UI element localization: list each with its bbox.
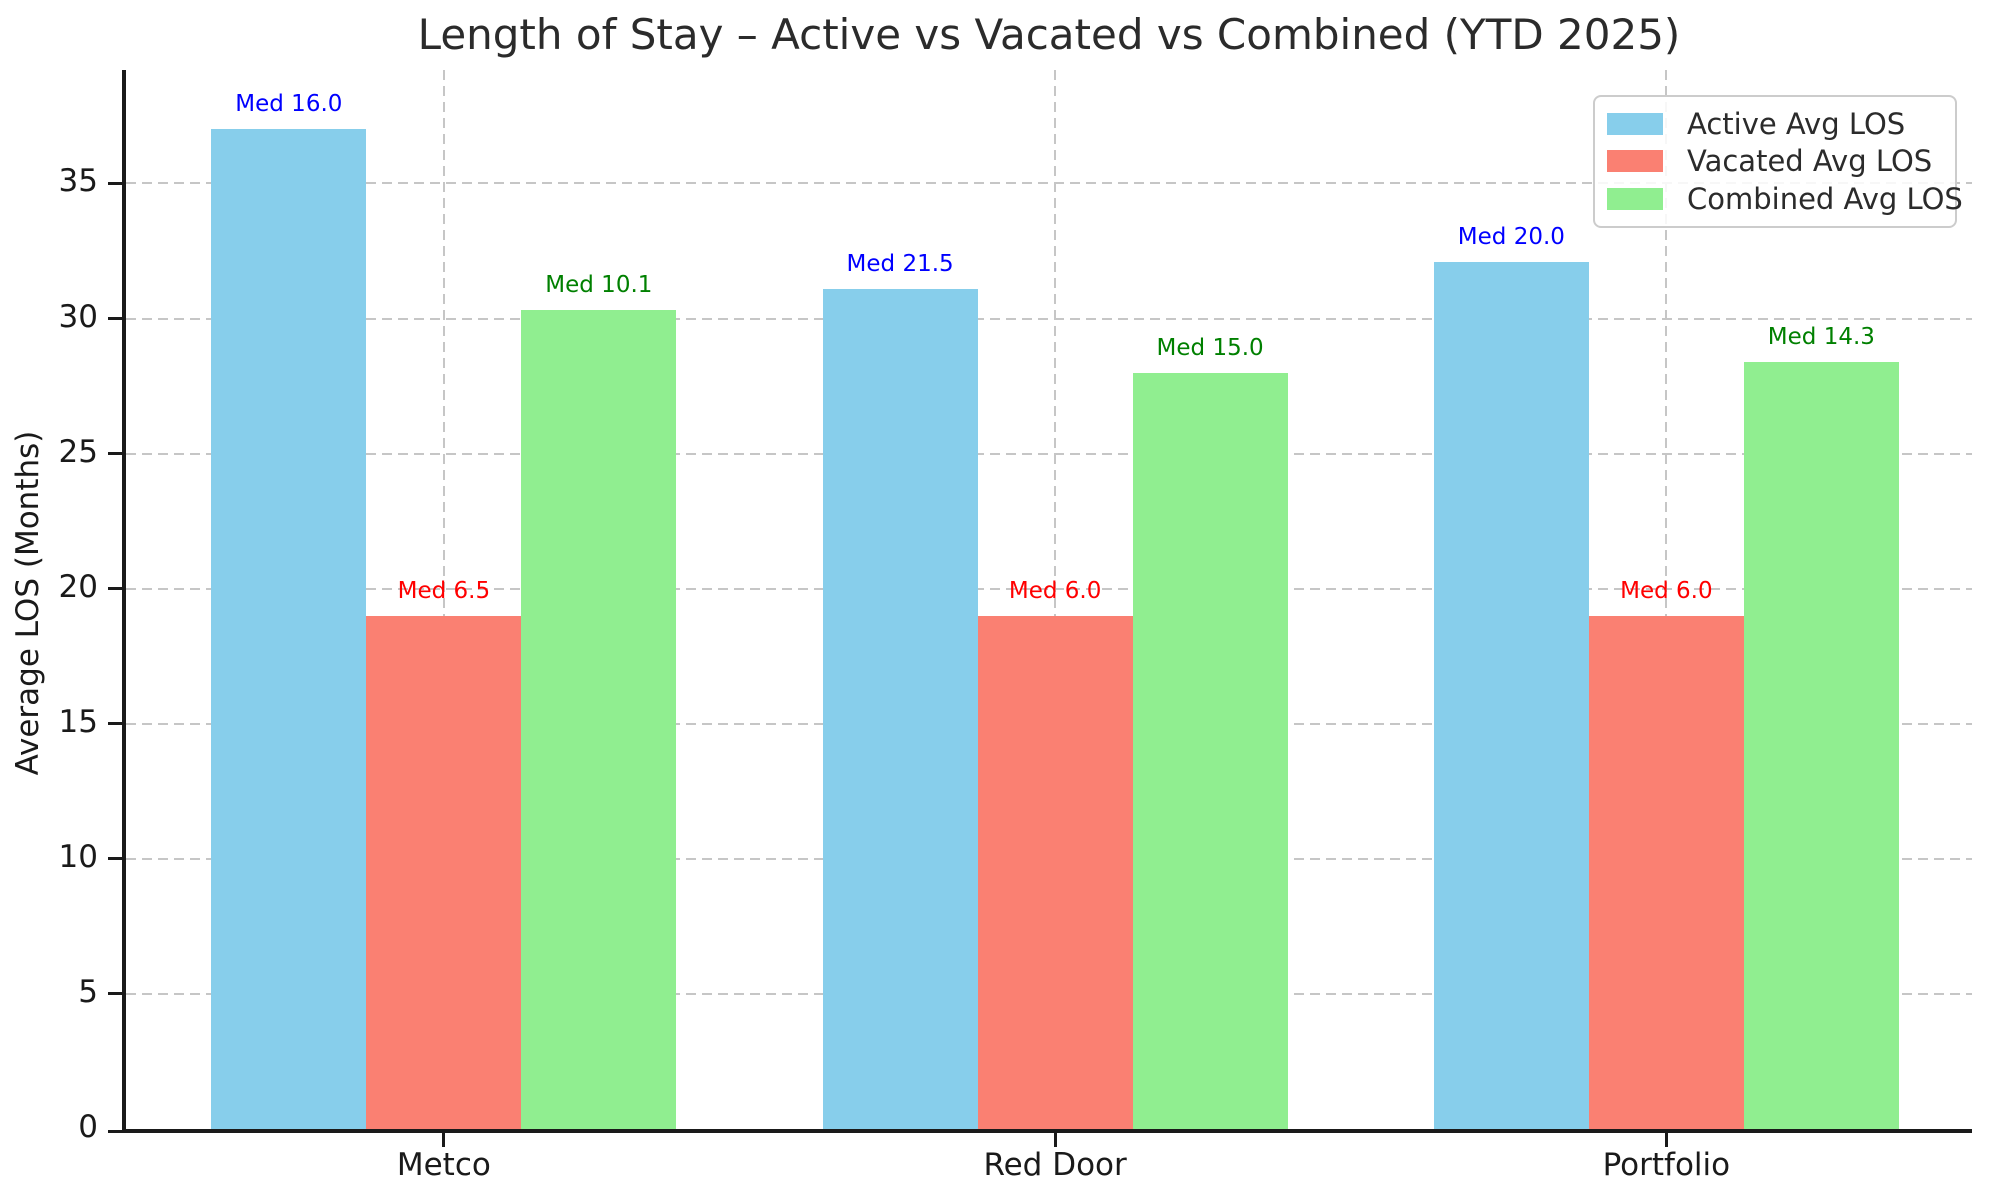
y-tick-25 [108, 452, 122, 456]
y-tick-0 [108, 1129, 122, 1133]
y-tick-label-10: 10 [58, 838, 98, 875]
annotation-active-avg-los-red-door: Med 21.5 [846, 250, 954, 277]
y-tick-label-25: 25 [58, 433, 98, 470]
bar-combined-avg-los-portfolio [1743, 361, 1899, 1129]
bar-vacated-avg-los-portfolio [1588, 615, 1744, 1129]
gridline-x-portfolio [1665, 70, 1668, 1129]
y-tick-15 [108, 722, 122, 726]
gridline-y-20 [126, 587, 1972, 590]
gridline-x-metco [442, 70, 445, 1129]
x-tick-portfolio [1664, 1133, 1668, 1147]
annotation-combined-avg-los-red-door: Med 15.0 [1156, 334, 1264, 361]
x-tick-label-red-door: Red Door [983, 1147, 1127, 1183]
annotation-combined-avg-los-portfolio: Med 14.3 [1767, 323, 1875, 350]
annotation-vacated-avg-los-portfolio: Med 6.0 [1620, 577, 1713, 604]
bar-vacated-avg-los-metco [366, 615, 522, 1129]
y-tick-label-5: 5 [78, 973, 98, 1010]
annotation-active-avg-los-portfolio: Med 20.0 [1457, 223, 1565, 250]
legend-row-active-avg-los: Active Avg LOS [1607, 107, 1943, 141]
gridline-x-red-door [1054, 70, 1057, 1129]
bar-combined-avg-los-red-door [1132, 372, 1288, 1129]
legend-row-combined-avg-los: Combined Avg LOS [1607, 182, 1963, 216]
y-axis-spine [122, 70, 126, 1133]
y-tick-label-0: 0 [78, 1109, 98, 1145]
y-tick-label-20: 20 [58, 568, 98, 605]
y-tick-20 [108, 587, 122, 591]
bar-active-avg-los-portfolio [1433, 261, 1589, 1129]
legend: Active Avg LOS Vacated Avg LOS Combined Av… [1593, 95, 1963, 228]
annotation-vacated-avg-los-metco: Med 6.5 [397, 577, 491, 604]
gridline-y-30 [126, 317, 1972, 320]
y-tick-30 [108, 317, 122, 321]
bar-vacated-avg-los-red-door [977, 615, 1133, 1129]
legend-swatch-vacated-avg-los [1607, 150, 1663, 173]
gridline-y-35 [126, 182, 1972, 185]
legend-label-combined-avg-los: Combined Avg LOS [1687, 182, 1963, 217]
x-tick-label-portfolio: Portfolio [1602, 1147, 1731, 1183]
annotation-active-avg-los-metco: Med 16.0 [235, 91, 343, 118]
x-axis-spine [122, 1129, 1972, 1133]
y-tick-label-15: 15 [58, 703, 98, 740]
bar-active-avg-los-red-door [822, 288, 978, 1129]
y-tick-35 [108, 181, 122, 185]
legend-swatch-active-avg-los [1607, 112, 1663, 135]
y-tick-10 [108, 857, 122, 861]
annotation-vacated-avg-los-red-door: Med 6.0 [1008, 577, 1102, 604]
legend-swatch-combined-avg-los [1607, 188, 1663, 211]
bar-active-avg-los-metco [211, 129, 367, 1129]
x-tick-metco [442, 1133, 446, 1147]
y-tick-5 [108, 992, 122, 996]
y-tick-label-35: 35 [58, 163, 98, 200]
legend-row-vacated-avg-los: Vacated Avg LOS [1607, 144, 1943, 178]
bar-combined-avg-los-metco [521, 310, 677, 1129]
chart-title: Length of Stay – Active vs Vacated vs Co… [417, 10, 1681, 59]
legend-label-active-avg-los: Active Avg LOS [1687, 106, 1906, 141]
gridline-y-25 [126, 452, 1972, 455]
y-tick-label-30: 30 [58, 298, 98, 335]
x-tick-label-metco: Metco [396, 1147, 491, 1183]
annotation-combined-avg-los-metco: Med 10.1 [545, 272, 653, 299]
legend-label-vacated-avg-los: Vacated Avg LOS [1687, 144, 1933, 179]
x-tick-red-door [1053, 1133, 1057, 1147]
